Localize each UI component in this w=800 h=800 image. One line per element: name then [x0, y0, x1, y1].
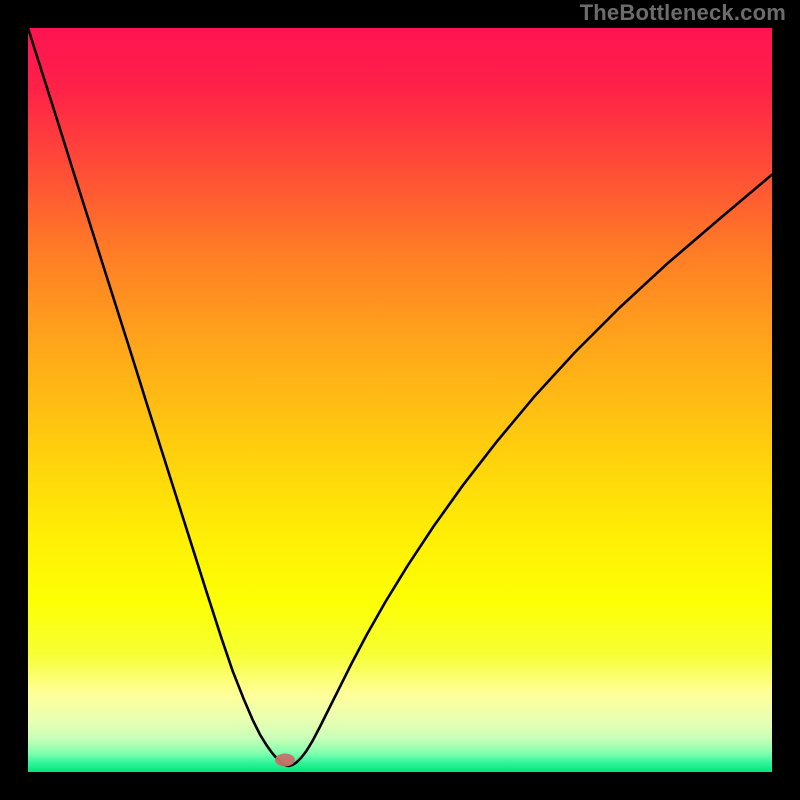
watermark-text: TheBottleneck.com — [580, 0, 786, 26]
optimum-marker — [275, 754, 295, 767]
chart-svg — [28, 28, 772, 772]
frame: TheBottleneck.com — [0, 0, 800, 800]
gradient-background — [28, 28, 772, 772]
plot-area — [28, 28, 772, 772]
